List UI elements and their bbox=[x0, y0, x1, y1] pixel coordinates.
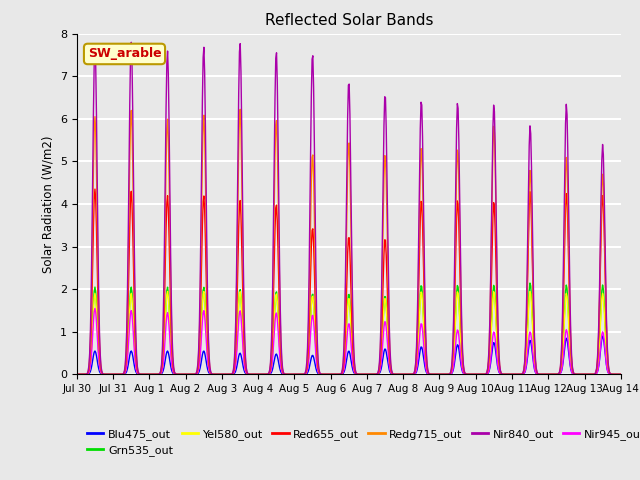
Yel580_out bbox=[428, 372, 435, 377]
Nir945_out bbox=[142, 372, 150, 377]
Yel580_out bbox=[299, 372, 307, 377]
Blu475_out bbox=[460, 371, 467, 376]
Redg715_out bbox=[141, 372, 148, 377]
Yel580_out bbox=[141, 372, 148, 377]
Yel580_out bbox=[73, 372, 81, 377]
Red655_out bbox=[428, 372, 435, 377]
Yel580_out bbox=[248, 372, 256, 377]
Yel580_out bbox=[277, 363, 285, 369]
Line: Blu475_out: Blu475_out bbox=[77, 336, 640, 374]
Nir945_out bbox=[460, 371, 468, 377]
Blu475_out bbox=[141, 372, 148, 377]
Blu475_out bbox=[248, 372, 255, 377]
Redg715_out bbox=[277, 346, 285, 351]
Blu475_out bbox=[298, 372, 306, 377]
Blu475_out bbox=[599, 333, 607, 339]
Red655_out bbox=[73, 372, 81, 377]
Red655_out bbox=[142, 372, 150, 377]
Redg715_out bbox=[248, 372, 256, 377]
Grn535_out bbox=[298, 372, 306, 377]
Blu475_out bbox=[276, 368, 284, 373]
Yel580_out bbox=[164, 288, 172, 294]
Grn535_out bbox=[526, 280, 534, 286]
Grn535_out bbox=[276, 355, 284, 361]
Redg715_out bbox=[428, 372, 435, 377]
Grn535_out bbox=[460, 368, 467, 374]
Line: Red655_out: Red655_out bbox=[77, 189, 640, 374]
Line: Nir840_out: Nir840_out bbox=[77, 42, 640, 374]
Grn535_out bbox=[427, 372, 435, 377]
Blu475_out bbox=[427, 372, 435, 377]
Nir840_out bbox=[460, 368, 468, 373]
Nir840_out bbox=[428, 372, 435, 377]
Grn535_out bbox=[73, 372, 81, 377]
Redg715_out bbox=[73, 372, 81, 377]
Grn535_out bbox=[248, 372, 255, 377]
Nir945_out bbox=[91, 305, 99, 311]
Yel580_out bbox=[460, 371, 468, 376]
Nir840_out bbox=[248, 372, 256, 377]
Text: SW_arable: SW_arable bbox=[88, 48, 161, 60]
Red655_out bbox=[299, 372, 307, 377]
Y-axis label: Solar Radiation (W/m2): Solar Radiation (W/m2) bbox=[42, 135, 54, 273]
Nir840_out bbox=[142, 372, 150, 377]
Line: Yel580_out: Yel580_out bbox=[77, 291, 640, 374]
Line: Grn535_out: Grn535_out bbox=[77, 283, 640, 374]
Nir945_out bbox=[428, 372, 435, 377]
Redg715_out bbox=[460, 368, 468, 374]
Red655_out bbox=[460, 369, 468, 375]
Red655_out bbox=[277, 354, 285, 360]
Line: Nir945_out: Nir945_out bbox=[77, 308, 640, 374]
Nir945_out bbox=[277, 365, 285, 371]
Line: Redg715_out: Redg715_out bbox=[77, 109, 640, 374]
Redg715_out bbox=[299, 372, 307, 377]
Blu475_out bbox=[73, 372, 81, 377]
Red655_out bbox=[248, 372, 256, 377]
Nir945_out bbox=[248, 372, 256, 377]
Nir840_out bbox=[299, 372, 307, 377]
Grn535_out bbox=[141, 372, 148, 377]
Nir840_out bbox=[127, 39, 135, 45]
Nir840_out bbox=[73, 372, 81, 377]
Legend: Blu475_out, Grn535_out, Yel580_out, Red655_out, Redg715_out, Nir840_out, Nir945_: Blu475_out, Grn535_out, Yel580_out, Red6… bbox=[83, 424, 640, 460]
Redg715_out bbox=[236, 107, 244, 112]
Title: Reflected Solar Bands: Reflected Solar Bands bbox=[264, 13, 433, 28]
Nir945_out bbox=[299, 372, 307, 377]
Red655_out bbox=[91, 186, 99, 192]
Nir840_out bbox=[277, 338, 285, 344]
Nir945_out bbox=[73, 372, 81, 377]
